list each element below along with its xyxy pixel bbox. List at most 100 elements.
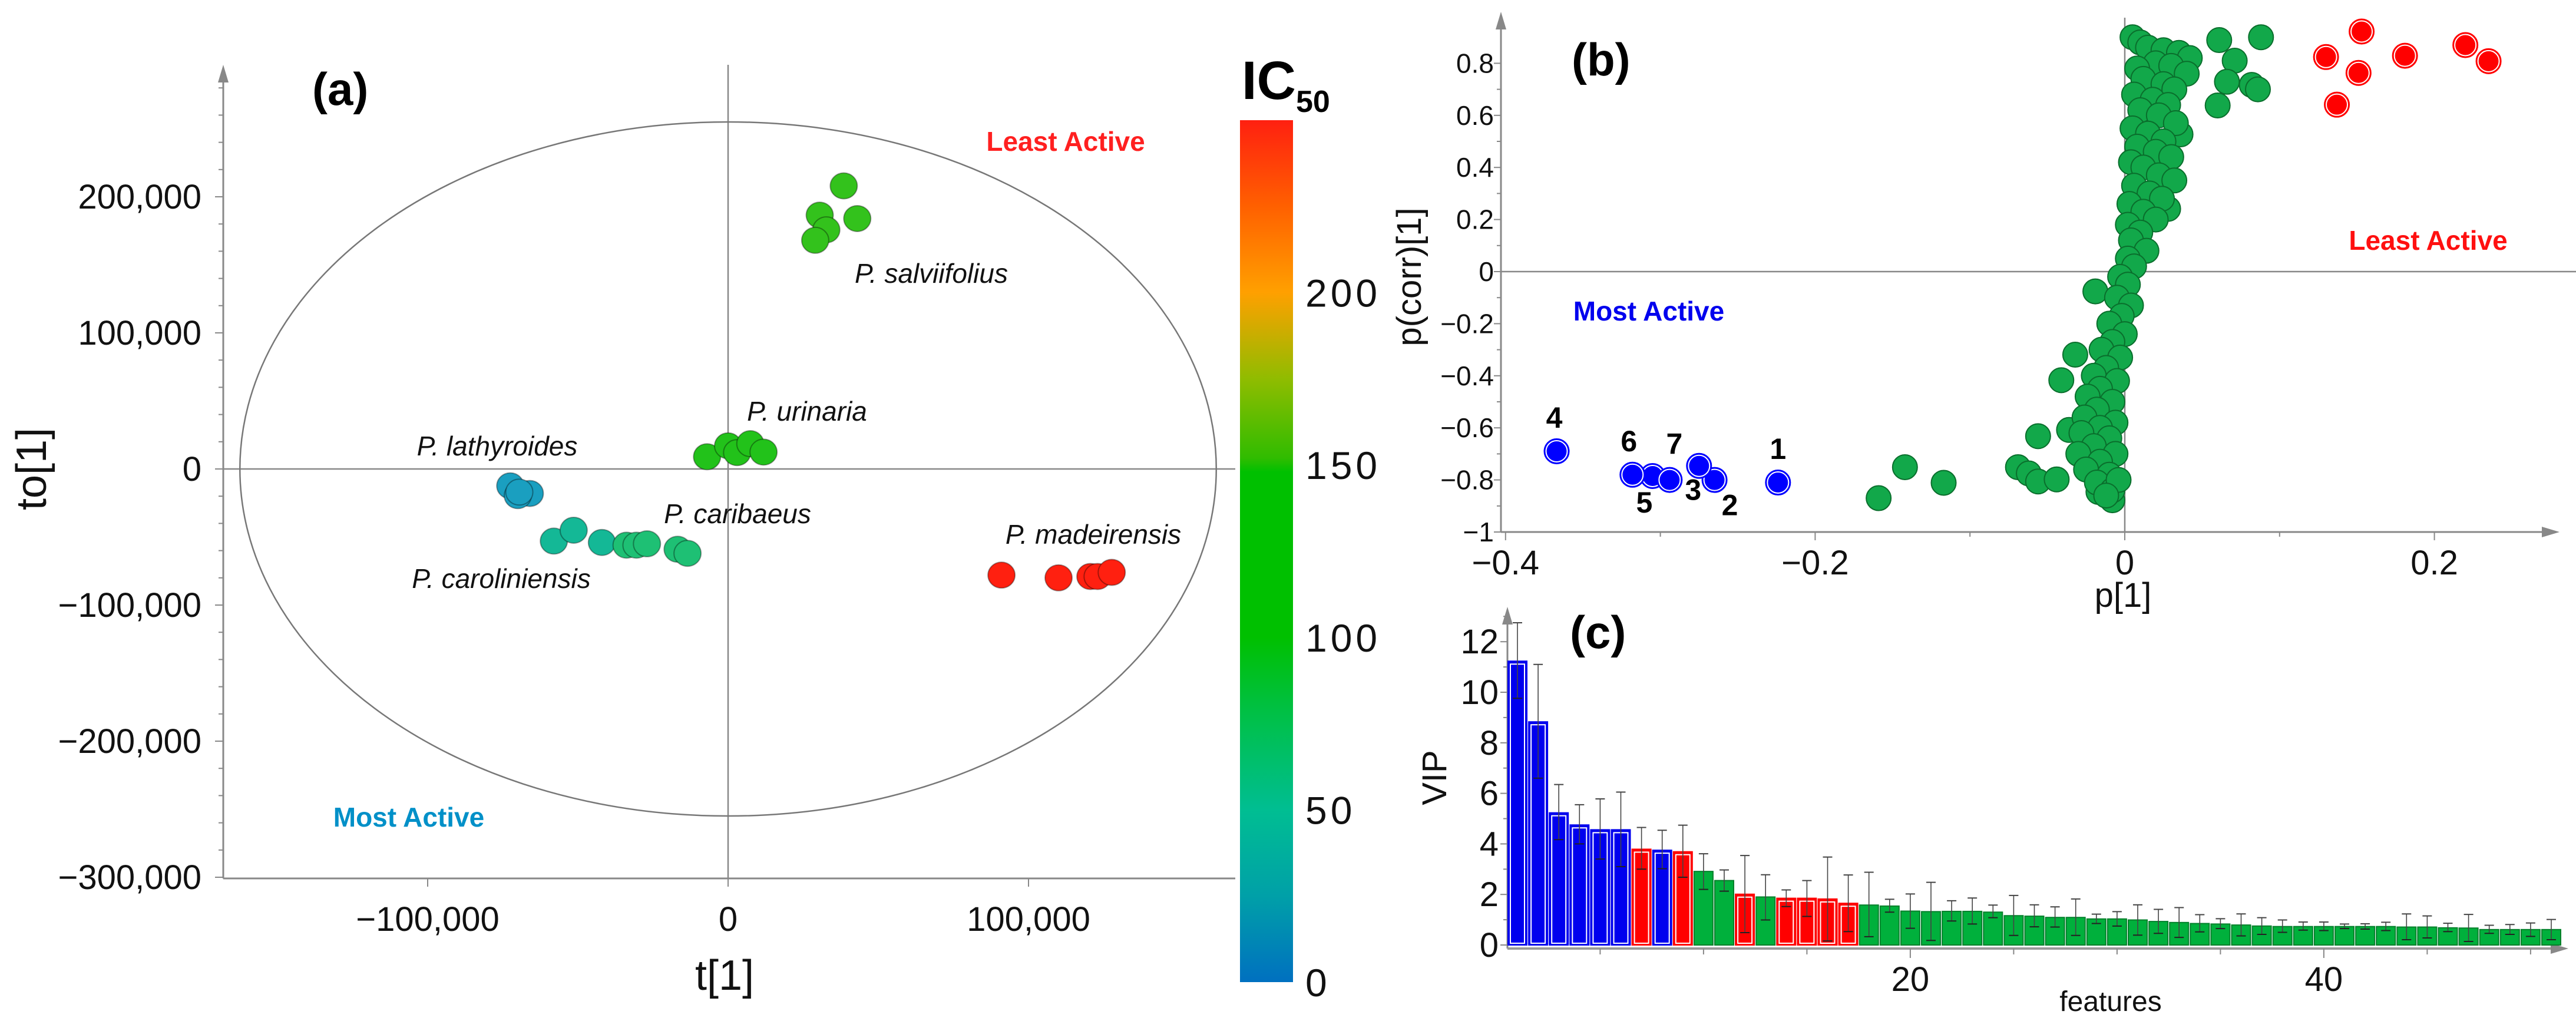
panel-a-score-plot: 200,000 100,000 0 −100,000 −200,000 −300,000 −… <box>8 51 1381 1005</box>
sample-point <box>1097 559 1126 586</box>
species-label: P. madeirensis <box>1006 519 1181 550</box>
panel-b-label: (b) <box>1572 34 1631 85</box>
y-tick-label: 0 <box>1480 926 1499 964</box>
feature-number-label: 7 <box>1666 428 1682 461</box>
sample-point <box>693 443 722 471</box>
feature-point <box>1930 470 1957 496</box>
y-tick-label: −0.8 <box>1440 465 1494 495</box>
colorbar-tick-label: 50 <box>1305 788 1355 832</box>
y-tick-label: −200,000 <box>58 722 201 761</box>
species-label: P. lathyroides <box>417 431 578 461</box>
feature-point <box>2043 466 2070 493</box>
feature-point <box>1866 485 1892 511</box>
feature-point <box>2206 27 2233 54</box>
point-ring <box>2347 61 2370 84</box>
sample-point <box>829 172 858 200</box>
y-tick-label: −0.6 <box>1440 412 1494 443</box>
feature-number-label: 6 <box>1621 425 1637 458</box>
sample-group <box>801 172 872 254</box>
feature-number-label: 3 <box>1685 474 1701 507</box>
x-tick-label: 100,000 <box>967 900 1090 939</box>
most-active-feature-point <box>1686 452 1712 479</box>
feature-number-label: 1 <box>1770 432 1786 465</box>
annotation-most-active-a: Most Active <box>333 802 484 832</box>
y-tick-label: 12 <box>1460 623 1499 661</box>
least-active-feature-point <box>2452 32 2479 58</box>
y-tick-label: 0.2 <box>1456 204 1494 235</box>
colorbar-title: IC50 <box>1242 51 1330 119</box>
panel-c-xlabel: features <box>2059 986 2161 1017</box>
point-ring <box>1703 468 1726 491</box>
colorbar-gradient <box>1240 120 1293 982</box>
sample-point <box>633 530 662 558</box>
species-label: P. urinaria <box>747 396 867 427</box>
least-active-feature-point <box>2324 91 2350 118</box>
feature-point <box>2082 278 2109 305</box>
panel-a-points <box>496 172 1126 592</box>
feature-point <box>1892 454 1918 480</box>
sample-point <box>559 516 588 544</box>
species-label: P. caribaeus <box>664 498 811 529</box>
y-tick-label: 0 <box>183 450 201 488</box>
colorbar-tick-label: 150 <box>1305 444 1381 487</box>
x-tick-label: −100,000 <box>356 900 500 939</box>
panel-a-ylabel: to[1] <box>8 428 55 510</box>
feature-number-label: 5 <box>1636 486 1653 519</box>
y-tick-label: 0.4 <box>1456 152 1494 183</box>
most-active-feature-point <box>1543 438 1570 464</box>
least-active-feature-point <box>2313 44 2339 70</box>
vip-bar <box>1879 905 1900 946</box>
least-active-feature-point <box>2392 42 2418 69</box>
panel-c-tick-labels: 0 2 4 6 8 10 12 20 40 <box>1460 623 2343 999</box>
sample-group <box>693 430 778 471</box>
point-ring <box>2314 45 2337 68</box>
species-label: P. salviifolius <box>855 258 1008 289</box>
annotation-least-active-a: Least Active <box>986 126 1145 157</box>
sample-group <box>496 472 544 510</box>
point-ring <box>1688 454 1711 477</box>
colorbar-title-subscript: 50 <box>1296 85 1330 119</box>
least-active-feature-point <box>2349 18 2375 45</box>
panel-b-axes <box>1494 12 2576 540</box>
vip-bar <box>1507 660 1527 946</box>
x-tick-label: 0.2 <box>2410 544 2458 582</box>
most-active-feature-point <box>1619 461 1646 488</box>
x-axis-arrow-icon <box>2551 943 2568 954</box>
point-ring <box>1767 471 1790 494</box>
y-tick-label: 200,000 <box>78 178 201 216</box>
feature-point <box>2048 367 2075 394</box>
point-ring <box>2350 20 2373 43</box>
panel-a-tick-labels: 200,000 100,000 0 −100,000 −200,000 −300,000 −… <box>58 178 1181 939</box>
y-axis-arrow-icon <box>218 65 229 82</box>
y-tick-label: 4 <box>1480 825 1499 863</box>
sample-point <box>587 528 616 556</box>
sample-group <box>540 516 616 556</box>
least-active-feature-point <box>2345 60 2372 86</box>
feature-number-label: 2 <box>1722 489 1738 522</box>
y-tick-label: 100,000 <box>78 314 201 352</box>
hotelling-t2-ellipse <box>239 121 1217 817</box>
vip-bar <box>2334 926 2355 946</box>
species-label: P. caroliniensis <box>412 563 590 594</box>
sample-group <box>987 559 1126 592</box>
vip-bar <box>1569 824 1590 946</box>
y-tick-label: −300,000 <box>58 858 201 897</box>
feature-point <box>2214 68 2240 95</box>
colorbar-title-main: IC <box>1242 51 1296 111</box>
feature-point <box>2062 341 2088 368</box>
panel-b-points <box>1543 18 2502 514</box>
feature-point <box>2248 24 2274 51</box>
colorbar-tick-label: 0 <box>1305 961 1331 1005</box>
panel-a-axes <box>215 65 1235 887</box>
x-tick-label: −0.4 <box>1472 544 1540 582</box>
x-tick-label: −0.2 <box>1781 544 1849 582</box>
colorbar-tick-label: 200 <box>1305 272 1381 315</box>
sample-point <box>505 478 534 506</box>
panel-c-ylabel: VIP <box>1416 750 1454 805</box>
panel-b-tick-labels: 0.80.60.40.20−0.2−0.4−0.6−0.8−1−0.4 −0.2 0… <box>1440 48 2458 582</box>
panel-a-xlabel: t[1] <box>695 952 754 999</box>
panel-c-label: (c) <box>1570 606 1626 658</box>
point-ring <box>2477 49 2500 72</box>
most-active-feature-point <box>1656 467 1683 493</box>
feature-number-label: 4 <box>1546 401 1563 434</box>
